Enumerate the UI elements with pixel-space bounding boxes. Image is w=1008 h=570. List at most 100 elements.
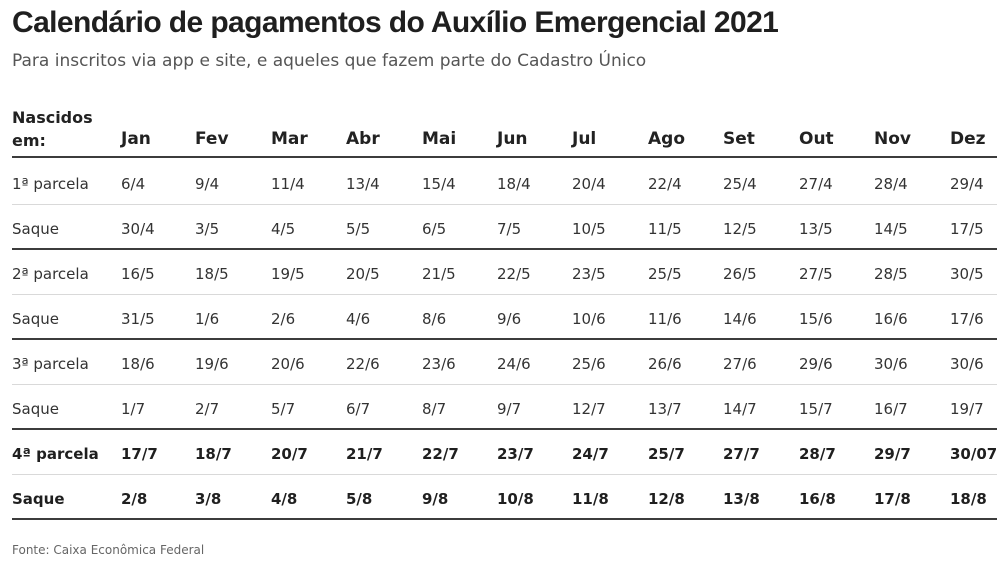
table-cell: 16/5 xyxy=(121,265,155,283)
table-cell: 25/4 xyxy=(723,175,757,193)
table-cell: 13/7 xyxy=(648,400,682,418)
month-header: Out xyxy=(799,129,834,149)
table-cell: 23/7 xyxy=(497,445,534,463)
table-cell: 18/7 xyxy=(195,445,232,463)
table-cell: 13/8 xyxy=(723,490,760,508)
table-header: Nascidos em: Jan Fev Mar Abr Mai Jun Jul… xyxy=(12,104,997,158)
table-cell: 3/8 xyxy=(195,490,222,508)
table-cell: 13/4 xyxy=(346,175,380,193)
table-row: Saque 30/4 3/5 4/5 5/5 6/5 7/5 10/5 11/5… xyxy=(12,205,997,250)
table-cell: 17/6 xyxy=(950,310,984,328)
table-cell: 24/6 xyxy=(497,355,531,373)
source-footnote: Fonte: Caixa Econômica Federal xyxy=(12,543,205,557)
table-cell: 1/7 xyxy=(121,400,146,418)
table-cell: 11/8 xyxy=(572,490,609,508)
table-row: 4ª parcela 17/7 18/7 20/7 21/7 22/7 23/7… xyxy=(12,430,997,475)
month-header: Fev xyxy=(195,129,229,149)
table-cell: 19/5 xyxy=(271,265,305,283)
table-cell: 19/7 xyxy=(950,400,984,418)
table-cell: 11/6 xyxy=(648,310,682,328)
table-cell: 29/6 xyxy=(799,355,833,373)
month-header: Jan xyxy=(121,129,151,149)
table-cell: 16/8 xyxy=(799,490,836,508)
table-cell: 27/5 xyxy=(799,265,833,283)
row-label: 4ª parcela xyxy=(12,445,99,463)
table-cell: 26/6 xyxy=(648,355,682,373)
table-cell: 20/5 xyxy=(346,265,380,283)
table-cell: 2/7 xyxy=(195,400,220,418)
month-header: Dez xyxy=(950,129,986,149)
table-cell: 9/4 xyxy=(195,175,220,193)
table-cell: 10/8 xyxy=(497,490,534,508)
table-cell: 29/7 xyxy=(874,445,911,463)
table-cell: 12/5 xyxy=(723,220,757,238)
table-cell: 9/6 xyxy=(497,310,522,328)
table-cell: 9/8 xyxy=(422,490,449,508)
table-cell: 1/6 xyxy=(195,310,220,328)
month-header: Nov xyxy=(874,129,911,149)
table-cell: 8/6 xyxy=(422,310,447,328)
table-row: 1ª parcela 6/4 9/4 11/4 13/4 15/4 18/4 2… xyxy=(12,160,997,205)
table-cell: 29/4 xyxy=(950,175,984,193)
table-cell: 23/6 xyxy=(422,355,456,373)
table-cell: 27/6 xyxy=(723,355,757,373)
table-cell: 16/6 xyxy=(874,310,908,328)
table-cell: 5/7 xyxy=(271,400,296,418)
month-header: Mai xyxy=(422,129,457,149)
table-cell: 28/5 xyxy=(874,265,908,283)
table-cell: 8/7 xyxy=(422,400,447,418)
table-cell: 28/4 xyxy=(874,175,908,193)
table-cell: 23/5 xyxy=(572,265,606,283)
table-cell: 5/8 xyxy=(346,490,373,508)
table-row: 3ª parcela 18/6 19/6 20/6 22/6 23/6 24/6… xyxy=(12,340,997,385)
table-cell: 6/4 xyxy=(121,175,146,193)
table-cell: 30/4 xyxy=(121,220,155,238)
table-cell: 2/8 xyxy=(121,490,148,508)
table-cell: 13/5 xyxy=(799,220,833,238)
table-cell: 24/7 xyxy=(572,445,609,463)
table-row: Saque 1/7 2/7 5/7 6/7 8/7 9/7 12/7 13/7 … xyxy=(12,385,997,430)
table-cell: 18/5 xyxy=(195,265,229,283)
month-header: Ago xyxy=(648,129,686,149)
table-cell: 3/5 xyxy=(195,220,220,238)
table-cell: 25/6 xyxy=(572,355,606,373)
header-label: Nascidos em: xyxy=(12,106,93,152)
table-cell: 14/7 xyxy=(723,400,757,418)
table-cell: 11/5 xyxy=(648,220,682,238)
month-header: Mar xyxy=(271,129,308,149)
table-row: Saque 2/8 3/8 4/8 5/8 9/8 10/8 11/8 12/8… xyxy=(12,475,997,520)
table-body: 1ª parcela 6/4 9/4 11/4 13/4 15/4 18/4 2… xyxy=(12,160,997,520)
table-cell: 22/7 xyxy=(422,445,459,463)
table-cell: 14/6 xyxy=(723,310,757,328)
table-cell: 17/7 xyxy=(121,445,158,463)
table-cell: 4/6 xyxy=(346,310,371,328)
table-cell: 17/5 xyxy=(950,220,984,238)
table-cell: 16/7 xyxy=(874,400,908,418)
row-label: 1ª parcela xyxy=(12,175,89,193)
table-cell: 6/7 xyxy=(346,400,371,418)
table-cell: 4/5 xyxy=(271,220,296,238)
table-cell: 5/5 xyxy=(346,220,371,238)
table-cell: 22/6 xyxy=(346,355,380,373)
table-cell: 21/7 xyxy=(346,445,383,463)
row-label: 2ª parcela xyxy=(12,265,89,283)
table-cell: 27/4 xyxy=(799,175,833,193)
row-label: 3ª parcela xyxy=(12,355,89,373)
table-cell: 7/5 xyxy=(497,220,522,238)
table-cell: 27/7 xyxy=(723,445,760,463)
row-label: Saque xyxy=(12,310,59,328)
table-cell: 20/7 xyxy=(271,445,308,463)
table-cell: 30/6 xyxy=(950,355,984,373)
table-cell: 10/5 xyxy=(572,220,606,238)
table-cell: 21/5 xyxy=(422,265,456,283)
table-cell: 9/7 xyxy=(497,400,522,418)
table-cell: 26/5 xyxy=(723,265,757,283)
header-label-line2: em: xyxy=(12,131,46,150)
month-header: Set xyxy=(723,129,755,149)
table-cell: 14/5 xyxy=(874,220,908,238)
month-header: Abr xyxy=(346,129,380,149)
table-cell: 25/7 xyxy=(648,445,685,463)
table-cell: 15/7 xyxy=(799,400,833,418)
table-cell: 31/5 xyxy=(121,310,155,328)
row-label: Saque xyxy=(12,490,65,508)
